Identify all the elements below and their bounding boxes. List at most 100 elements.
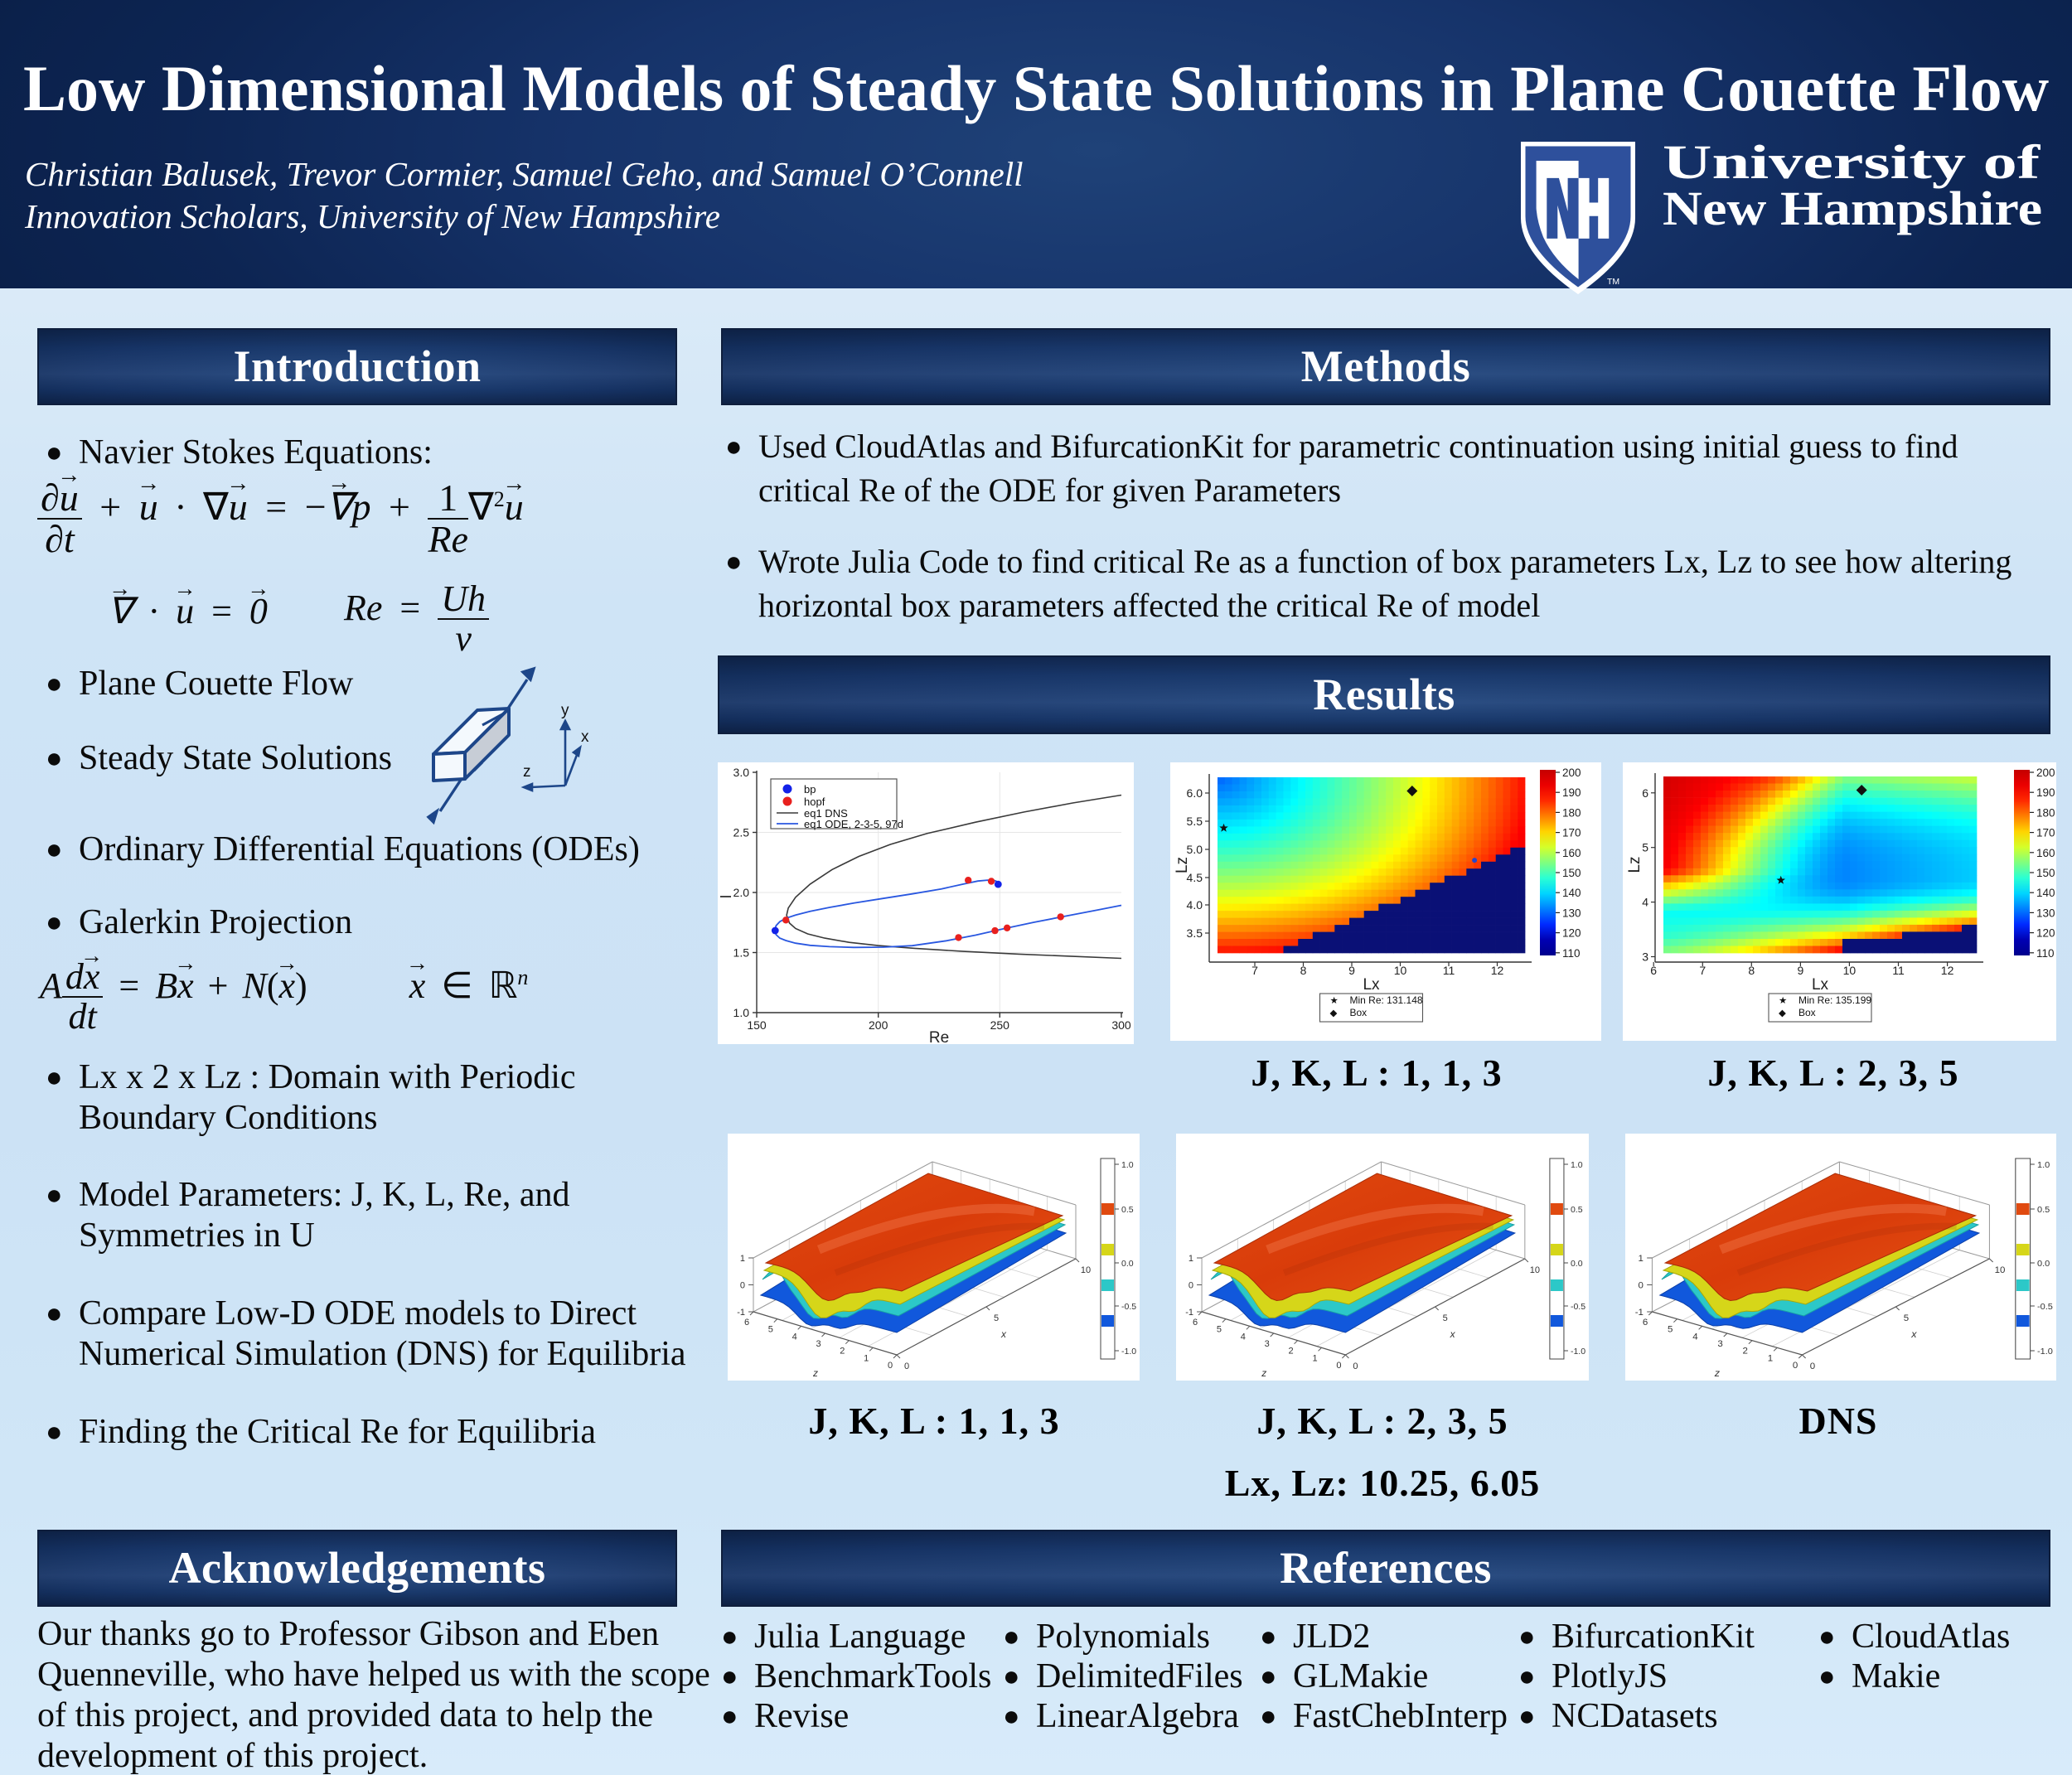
svg-text:x: x: [1450, 1328, 1456, 1340]
svg-text:1: 1: [1639, 1254, 1644, 1264]
svg-text:2.5: 2.5: [733, 826, 750, 839]
svg-text:2.0: 2.0: [733, 886, 750, 899]
svg-text:12: 12: [1491, 964, 1504, 977]
svg-text:-1: -1: [1185, 1308, 1193, 1318]
svg-text:1: 1: [740, 1254, 745, 1264]
svg-text:120: 120: [1562, 927, 1581, 940]
svg-text:-1: -1: [737, 1308, 745, 1318]
svg-text:200: 200: [2036, 767, 2055, 779]
svg-text:★: ★: [1779, 996, 1787, 1006]
svg-text:8: 8: [1748, 964, 1755, 977]
svg-text:y: y: [561, 702, 569, 719]
svg-text:160: 160: [1562, 847, 1581, 859]
svg-text:eq1 ODE, 2-3-5, 97d: eq1 ODE, 2-3-5, 97d: [804, 818, 903, 830]
svg-text:I: I: [718, 894, 734, 898]
svg-text:3: 3: [816, 1339, 821, 1349]
svg-text:hopf: hopf: [804, 796, 825, 808]
svg-text:6: 6: [1643, 1318, 1648, 1328]
svg-text:-1: -1: [1635, 1308, 1644, 1318]
svg-text:6.0: 6.0: [1187, 786, 1203, 800]
svg-text:z: z: [812, 1367, 818, 1379]
svg-text:120: 120: [2036, 927, 2055, 940]
svg-text:0: 0: [1639, 1281, 1644, 1291]
svg-text:TM: TM: [1607, 277, 1619, 287]
svg-text:4: 4: [792, 1332, 797, 1342]
svg-text:11: 11: [1443, 964, 1455, 977]
svg-text:170: 170: [1562, 827, 1581, 839]
svg-text:◆: ◆: [1779, 1008, 1787, 1018]
svg-text:160: 160: [2036, 847, 2055, 859]
svg-text:-0.5: -0.5: [2037, 1302, 2053, 1312]
svg-text:Min Re: 131.148: Min Re: 131.148: [1350, 994, 1423, 1006]
svg-text:9: 9: [1348, 964, 1355, 977]
svg-text:0: 0: [888, 1361, 893, 1371]
svg-text:Lx: Lx: [1812, 976, 1829, 994]
svg-text:1: 1: [1312, 1353, 1317, 1363]
svg-text:-0.5: -0.5: [1121, 1302, 1136, 1312]
svg-text:250: 250: [990, 1018, 1010, 1032]
svg-text:2: 2: [1289, 1347, 1294, 1357]
svg-text:0.0: 0.0: [1571, 1259, 1583, 1269]
svg-text:5: 5: [994, 1313, 999, 1323]
svg-text:4.0: 4.0: [1187, 898, 1203, 912]
svg-text:10: 10: [1995, 1265, 2006, 1275]
svg-text:200: 200: [869, 1018, 888, 1032]
svg-text:eq1 DNS: eq1 DNS: [804, 807, 848, 820]
svg-text:1.5: 1.5: [733, 946, 750, 960]
svg-text:Lx: Lx: [1363, 976, 1380, 994]
svg-text:5: 5: [1904, 1313, 1909, 1323]
svg-text:-1.0: -1.0: [1121, 1347, 1136, 1357]
svg-text:0: 0: [1188, 1281, 1193, 1291]
svg-text:190: 190: [1562, 786, 1581, 799]
svg-text:5: 5: [1443, 1313, 1448, 1323]
svg-text:3: 3: [1642, 950, 1648, 964]
svg-text:0: 0: [1336, 1361, 1341, 1371]
svg-text:x: x: [1000, 1328, 1007, 1340]
svg-text:Lz: Lz: [1174, 857, 1191, 873]
svg-text:300: 300: [1111, 1018, 1131, 1032]
svg-text:1.0: 1.0: [733, 1006, 750, 1019]
svg-text:z: z: [523, 763, 531, 781]
svg-text:0.5: 0.5: [1571, 1205, 1583, 1215]
svg-text:5: 5: [1642, 841, 1648, 854]
svg-text:◆: ◆: [1330, 1008, 1339, 1018]
svg-text:4: 4: [1241, 1332, 1246, 1342]
svg-text:150: 150: [747, 1018, 767, 1032]
svg-text:10: 10: [1843, 964, 1857, 977]
svg-text:0: 0: [740, 1281, 745, 1291]
svg-text:0.5: 0.5: [2037, 1205, 2050, 1215]
svg-text:1: 1: [864, 1353, 869, 1363]
svg-text:10: 10: [1081, 1265, 1091, 1275]
svg-text:130: 130: [2036, 907, 2055, 919]
svg-text:3: 3: [1717, 1339, 1722, 1349]
svg-text:Re: Re: [929, 1029, 949, 1044]
svg-text:5: 5: [1668, 1325, 1673, 1335]
svg-text:1: 1: [1188, 1254, 1193, 1264]
svg-text:7: 7: [1699, 964, 1706, 977]
svg-text:2: 2: [840, 1347, 845, 1357]
svg-text:3: 3: [1265, 1339, 1270, 1349]
svg-text:★: ★: [1330, 996, 1339, 1006]
svg-text:z: z: [1714, 1367, 1720, 1379]
svg-text:110: 110: [2036, 947, 2055, 960]
svg-text:Min Re: 135.199: Min Re: 135.199: [1798, 994, 1871, 1006]
svg-text:170: 170: [2036, 827, 2055, 839]
svg-text:12: 12: [1941, 964, 1954, 977]
svg-text:x: x: [1910, 1328, 1917, 1340]
svg-text:11: 11: [1892, 964, 1905, 977]
svg-text:140: 140: [2036, 887, 2055, 899]
svg-text:1.0: 1.0: [1121, 1160, 1134, 1170]
svg-text:150: 150: [1562, 867, 1581, 879]
svg-text:0: 0: [1353, 1361, 1358, 1371]
svg-text:180: 180: [2036, 806, 2055, 819]
svg-text:9: 9: [1798, 964, 1804, 977]
svg-text:4: 4: [1642, 896, 1648, 909]
svg-text:0.5: 0.5: [1121, 1205, 1134, 1215]
svg-text:10: 10: [1394, 964, 1407, 977]
svg-text:6: 6: [1650, 964, 1657, 977]
svg-text:6: 6: [744, 1318, 749, 1328]
svg-text:110: 110: [1562, 947, 1581, 960]
svg-text:0.0: 0.0: [1121, 1259, 1134, 1269]
svg-text:180: 180: [1562, 806, 1581, 819]
svg-text:z: z: [1261, 1367, 1266, 1379]
